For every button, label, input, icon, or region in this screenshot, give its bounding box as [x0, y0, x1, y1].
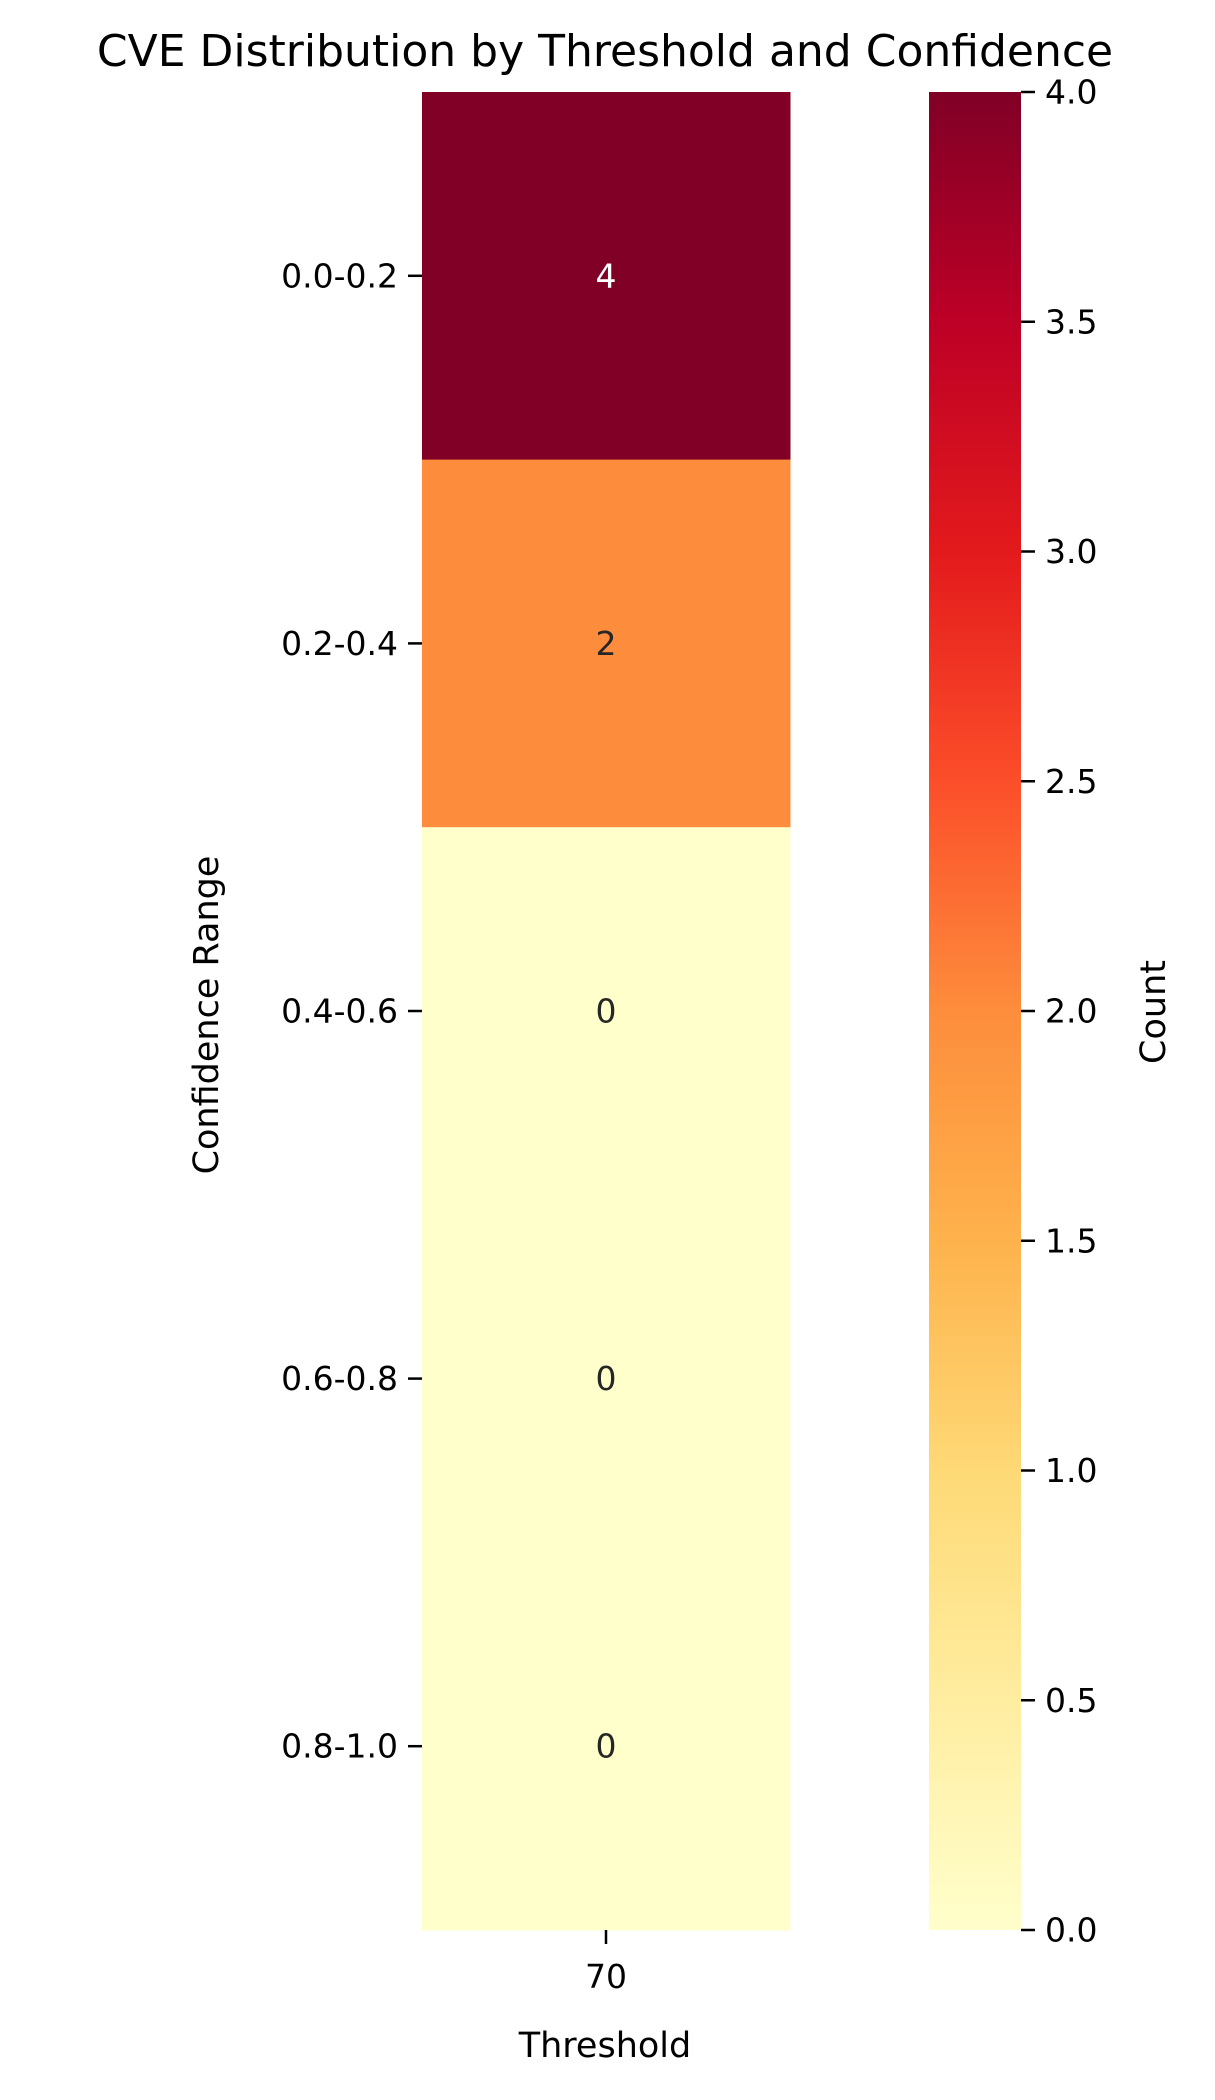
chart-title: CVE Distribution by Threshold and Confid… — [97, 26, 1113, 77]
cell-value-label: 2 — [596, 624, 617, 663]
x-axis-ticks: 70 — [585, 1930, 627, 1996]
cell-value-label: 4 — [596, 256, 617, 295]
colorbar-tick-label: 0.5 — [1045, 1681, 1097, 1720]
colorbar — [929, 92, 1021, 1930]
y-tick-label: 0.4-0.6 — [281, 992, 398, 1031]
y-axis-ticks: 0.0-0.2 0.2-0.4 0.4-0.6 0.6-0.8 0.8-1.0 — [281, 256, 422, 1766]
cell-value-label: 0 — [596, 1359, 617, 1398]
heatmap-cells: 4 2 0 0 0 — [422, 92, 791, 1931]
y-tick-label: 0.8-1.0 — [281, 1727, 398, 1766]
x-tick-label: 70 — [585, 1957, 627, 1996]
heatmap-cell — [422, 1194, 791, 1563]
cell-value-label: 0 — [596, 992, 617, 1031]
cell-value-label: 0 — [596, 1727, 617, 1766]
heatmap-cell — [422, 92, 791, 461]
heatmap-cell — [422, 459, 791, 828]
heatmap-cell — [422, 827, 791, 1196]
heatmap-cell — [422, 1562, 791, 1931]
colorbar-tick-label: 3.0 — [1045, 532, 1097, 571]
y-axis-label: Confidence Range — [187, 856, 227, 1175]
y-tick-label: 0.6-0.8 — [281, 1359, 398, 1398]
x-axis-label: Threshold — [518, 2026, 692, 2066]
colorbar-tick-label: 1.0 — [1045, 1451, 1097, 1490]
y-tick-label: 0.0-0.2 — [281, 256, 398, 295]
colorbar-tick-label: 3.5 — [1045, 302, 1097, 341]
colorbar-tick-label: 2.0 — [1045, 992, 1097, 1031]
colorbar-tick-label: 0.0 — [1045, 1911, 1097, 1950]
y-tick-label: 0.2-0.4 — [281, 624, 398, 663]
colorbar-tick-label: 1.5 — [1045, 1221, 1097, 1260]
colorbar-ticks: 0.0 0.5 1.0 1.5 2.0 2.5 3.0 3.5 4.0 — [1021, 73, 1097, 1950]
colorbar-label: Count — [1134, 960, 1174, 1064]
colorbar-tick-label: 4.0 — [1045, 73, 1097, 112]
colorbar-tick-label: 2.5 — [1045, 762, 1097, 801]
